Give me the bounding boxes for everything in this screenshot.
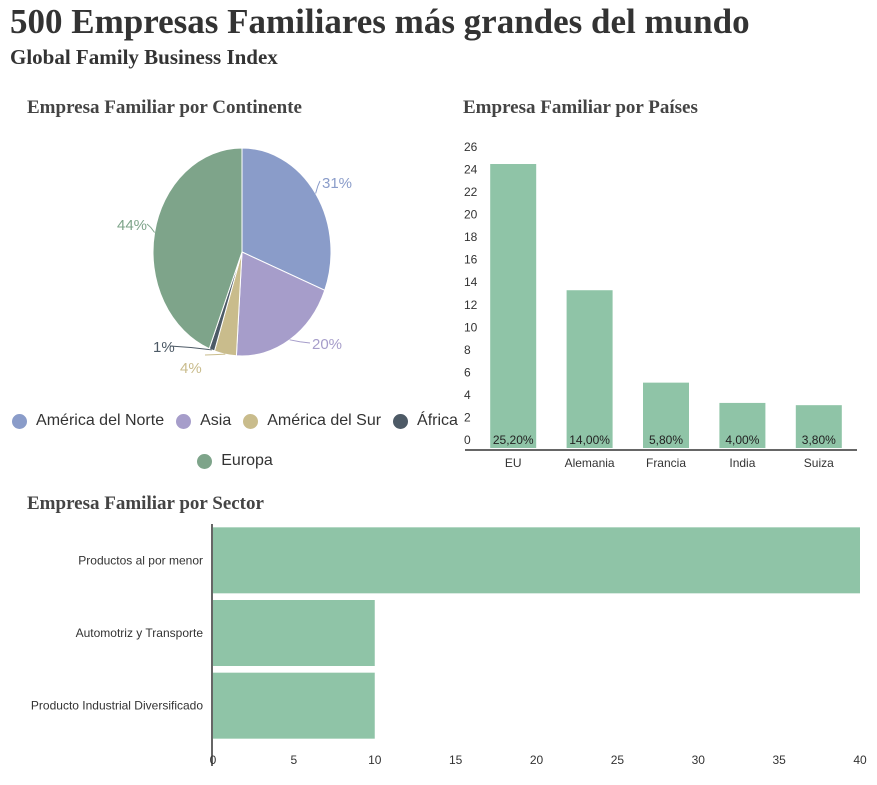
pie-leader-line [315,180,321,194]
pie-leader-line [289,339,311,344]
pie-legend: América del Norte Asia América del Sur Á… [12,408,458,488]
legend-item-america-del-sur: América del Sur [243,412,381,430]
page-title: 500 Empresas Familiares más grandes del … [10,2,750,41]
pie-data-label: 44% [117,217,147,234]
legend-item-asia: Asia [176,412,231,430]
legend-item-africa: África [393,412,458,430]
pie-data-label: 31% [322,175,352,192]
legend-label: África [417,412,458,429]
legend-swatch [393,413,409,429]
pie-slice [241,147,332,291]
page-subtitle: Global Family Business Index [10,45,278,69]
legend-swatch [243,413,259,429]
legend-item-europa: Europa [197,452,273,470]
legend-label: América del Norte [36,412,165,429]
legend-label: América del Sur [267,412,382,429]
country-chart-title: Empresa Familiar por Países [463,97,698,118]
pie-chart-title: Empresa Familiar por Continente [27,97,302,118]
pie-data-label: 4% [180,360,202,377]
pie-leader-line [169,345,212,351]
pie-leader-line [146,223,155,233]
sector-chart-title: Empresa Familiar por Sector [27,493,264,514]
legend-swatch [176,413,192,429]
legend-item-america-del-norte: América del Norte [12,412,164,430]
pie-data-label: 20% [312,336,342,353]
legend-label: Asia [200,412,232,429]
legend-label: Europa [221,452,273,469]
legend-swatch [197,453,213,469]
legend-swatch [12,413,28,429]
pie-leader-line [204,353,226,356]
pie-data-label: 1% [153,339,175,356]
